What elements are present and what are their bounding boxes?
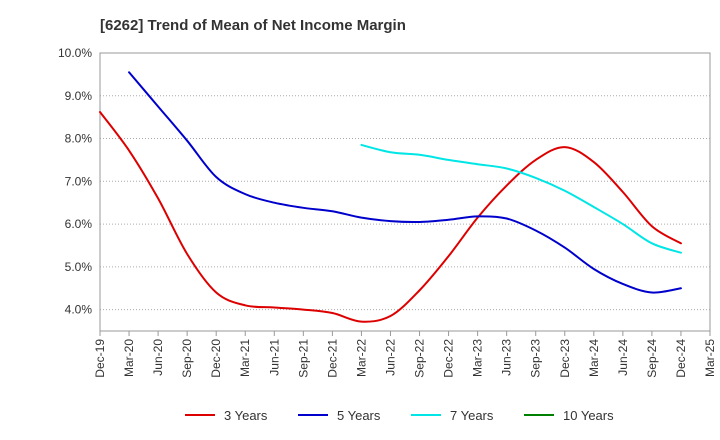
x-tick-label: Jun-20 (151, 339, 165, 376)
x-tick-label: Jun-22 (383, 339, 397, 376)
x-tick-label: Dec-24 (674, 339, 688, 378)
x-tick-label: Mar-20 (122, 339, 136, 377)
legend-label: 7 Years (450, 408, 494, 423)
legend-label: 10 Years (563, 408, 614, 423)
x-tick-label: Sep-23 (529, 339, 543, 378)
x-tick-label: Sep-24 (645, 339, 659, 378)
y-tick-label: 8.0% (65, 132, 93, 146)
x-axis: Dec-19 Mar-20 Jun-20 Sep-20 Dec-20 Mar-21 Jun-… (93, 331, 717, 378)
grid-lines (100, 52, 710, 311)
x-tick-label: Jun-24 (616, 339, 630, 376)
y-tick-label: 9.0% (65, 89, 93, 103)
y-axis: 4.0% 5.0% 6.0% 7.0% 8.0% 9.0% 10.0% (58, 46, 92, 317)
x-tick-label: Sep-21 (296, 339, 310, 378)
y-tick-label: 10.0% (58, 46, 92, 60)
x-tick-label: Dec-20 (209, 339, 223, 378)
x-tick-label: Dec-19 (93, 339, 107, 378)
x-tick-label: Sep-22 (413, 339, 427, 378)
x-tick-label: Dec-22 (442, 339, 456, 378)
x-tick-label: Jun-21 (267, 339, 281, 376)
plot-area-frame (99, 52, 711, 332)
series-line-1 (128, 71, 682, 294)
y-tick-label: 4.0% (65, 303, 93, 317)
legend-label: 3 Years (224, 408, 268, 423)
series-line-0 (99, 111, 682, 323)
x-tick-label: Mar-23 (471, 339, 485, 377)
x-tick-label: Dec-21 (325, 339, 339, 378)
x-tick-label: Mar-25 (703, 339, 717, 377)
chart-title: [6262] Trend of Mean of Net Income Margi… (100, 17, 406, 34)
y-tick-label: 6.0% (65, 217, 93, 231)
y-tick-label: 5.0% (65, 260, 93, 274)
x-tick-label: Sep-20 (180, 339, 194, 378)
y-tick-label: 7.0% (65, 174, 93, 188)
x-tick-label: Dec-23 (558, 339, 572, 378)
legend: 3 Years 5 Years 7 Years 10 Years (185, 408, 614, 423)
legend-label: 5 Years (337, 408, 381, 423)
x-tick-label: Mar-21 (238, 339, 252, 377)
x-tick-label: Mar-22 (354, 339, 368, 377)
series-lines (99, 71, 682, 323)
series-line-2 (360, 143, 682, 254)
x-tick-label: Mar-24 (587, 339, 601, 377)
x-tick-label: Jun-23 (500, 339, 514, 376)
